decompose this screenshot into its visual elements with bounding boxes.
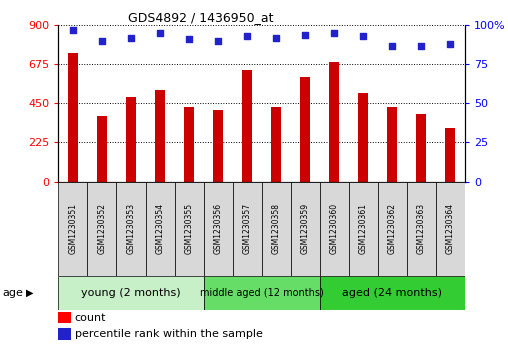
Text: ▶: ▶: [26, 288, 34, 298]
Bar: [291, 182, 320, 276]
Bar: [58, 328, 71, 340]
Point: [301, 32, 309, 38]
Point: [243, 33, 251, 39]
Text: age: age: [3, 288, 23, 298]
Bar: [58, 182, 87, 276]
Bar: [126, 97, 136, 182]
Bar: [348, 182, 378, 276]
Bar: [58, 276, 204, 310]
Bar: [233, 182, 262, 276]
Text: aged (24 months): aged (24 months): [342, 288, 442, 298]
Bar: [358, 93, 368, 182]
Bar: [300, 77, 310, 182]
Bar: [416, 114, 426, 182]
Point: [446, 41, 454, 47]
Bar: [320, 182, 348, 276]
Bar: [58, 312, 71, 323]
Point: [98, 38, 106, 44]
Bar: [184, 107, 194, 182]
Bar: [116, 182, 145, 276]
Point: [214, 38, 222, 44]
Bar: [378, 182, 407, 276]
Point: [156, 30, 164, 36]
Point: [359, 33, 367, 39]
Bar: [155, 90, 165, 182]
Bar: [204, 182, 233, 276]
Text: GDS4892 / 1436950_at: GDS4892 / 1436950_at: [128, 11, 273, 24]
Text: GSM1230352: GSM1230352: [98, 203, 107, 254]
Bar: [262, 182, 291, 276]
Text: GSM1230351: GSM1230351: [69, 203, 77, 254]
Point: [185, 37, 193, 42]
Text: percentile rank within the sample: percentile rank within the sample: [75, 329, 263, 339]
Text: middle aged (12 months): middle aged (12 months): [200, 288, 324, 298]
Text: GSM1230364: GSM1230364: [446, 203, 455, 254]
Bar: [407, 182, 436, 276]
Point: [272, 35, 280, 41]
Bar: [242, 70, 252, 182]
Text: GSM1230363: GSM1230363: [417, 203, 426, 254]
Bar: [271, 107, 281, 182]
Text: GSM1230361: GSM1230361: [359, 203, 368, 254]
Point: [388, 43, 396, 49]
Bar: [145, 182, 175, 276]
Text: count: count: [75, 313, 106, 323]
Text: GSM1230355: GSM1230355: [184, 203, 194, 254]
Text: GSM1230353: GSM1230353: [126, 203, 136, 254]
Text: GSM1230359: GSM1230359: [301, 203, 310, 254]
Bar: [445, 128, 455, 182]
Text: GSM1230354: GSM1230354: [155, 203, 165, 254]
Text: GSM1230360: GSM1230360: [330, 203, 339, 254]
Bar: [436, 182, 465, 276]
Point: [330, 30, 338, 36]
Bar: [204, 276, 320, 310]
Bar: [87, 182, 116, 276]
Text: GSM1230358: GSM1230358: [272, 203, 280, 254]
Point: [69, 27, 77, 33]
Bar: [320, 276, 465, 310]
Bar: [68, 53, 78, 181]
Text: GSM1230356: GSM1230356: [213, 203, 223, 254]
Point: [127, 35, 135, 41]
Bar: [97, 115, 107, 182]
Text: GSM1230357: GSM1230357: [243, 203, 251, 254]
Text: young (2 months): young (2 months): [81, 288, 181, 298]
Bar: [175, 182, 204, 276]
Bar: [387, 107, 397, 182]
Text: GSM1230362: GSM1230362: [388, 203, 397, 254]
Point: [417, 43, 425, 49]
Bar: [213, 110, 223, 182]
Bar: [329, 62, 339, 182]
